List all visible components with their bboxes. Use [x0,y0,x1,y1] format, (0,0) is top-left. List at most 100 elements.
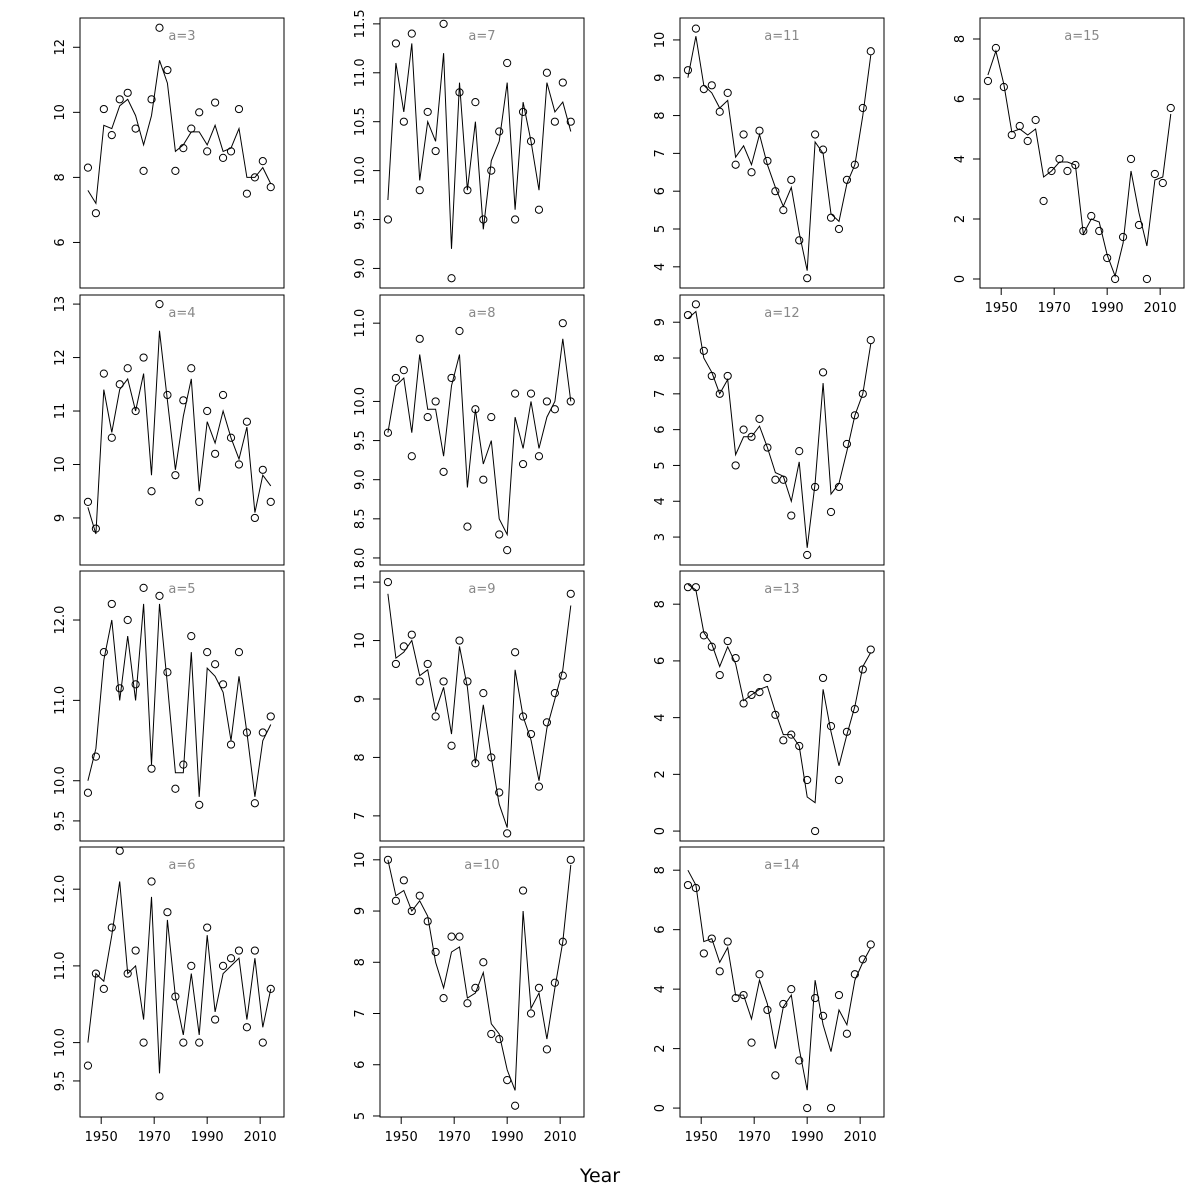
y-tick-label: 10.0 [53,766,68,795]
data-point [83,1061,93,1070]
plot-frame [79,294,285,566]
data-point [1126,154,1136,164]
data-point [234,104,244,114]
data-point [715,967,724,976]
y-tick-label: 11.5 [353,9,368,38]
data-point [850,970,859,979]
data-point [731,653,740,663]
y-tick-label: 7 [353,812,368,820]
data-point [179,144,188,153]
data-point [147,764,156,773]
y-tick-label: 8 [353,958,368,966]
data-point [383,855,393,864]
data-point [99,648,108,657]
data-point [195,800,204,809]
x-tick-label: 1970 [138,1130,171,1145]
data-point [787,985,796,994]
data-point [566,117,575,126]
data-point [226,740,236,749]
data-point [550,689,559,698]
data-point [715,389,724,398]
x-axis-title: Year [579,1165,620,1187]
data-point [511,1101,520,1110]
plot-frame [679,17,885,289]
data-point [391,373,400,383]
data-point [431,146,440,156]
data-point [826,722,836,731]
plot-frame [79,846,285,1118]
y-tick-label: 12 [53,39,68,56]
data-point [566,589,575,598]
fitted-line [987,49,1172,278]
x-tick-label: 1970 [438,1130,471,1145]
data-point [431,397,440,406]
data-point [803,1103,812,1113]
data-point [211,1015,220,1024]
data-point [850,411,859,420]
data-point [763,673,772,683]
data-point [171,166,180,175]
data-point [471,983,480,992]
data-point [858,389,867,398]
data-point [463,999,472,1008]
data-point [139,353,148,362]
data-point [518,712,528,721]
y-tick-label: 9 [353,907,368,915]
y-tick-label: 5 [653,461,668,469]
data-point [479,215,488,224]
fitted-line [687,583,872,804]
data-point [487,753,496,762]
y-tick-label: 11.0 [53,686,68,715]
data-point [707,934,716,943]
data-point [155,591,164,601]
data-point [226,433,236,442]
data-point [131,406,140,416]
data-point [495,530,504,539]
x-tick-label: 1950 [685,1130,718,1145]
data-point [226,954,236,963]
fitted-line [387,859,572,1091]
data-point [266,497,275,507]
data-point [407,906,416,916]
data-point [526,389,536,398]
data-point [423,659,432,669]
fitted-line [387,593,572,828]
data-point [1031,115,1040,125]
data-point [250,946,259,955]
y-tick-label: 10.5 [353,107,368,136]
data-point [534,205,544,214]
data-point [723,371,732,381]
data-point [107,599,116,609]
data-point [811,130,820,139]
y-tick-label: 4 [653,497,668,505]
y-tick-label: 0 [653,1104,668,1112]
data-point [526,729,536,739]
data-point [755,414,764,423]
data-point [211,98,220,107]
data-point [99,369,108,378]
data-point [526,137,536,146]
y-tick-label: 10 [653,32,668,49]
data-point [91,752,100,761]
data-point [731,461,740,470]
data-point [266,984,275,994]
data-point [1150,169,1159,179]
y-tick-label: 12 [53,349,68,366]
data-point [795,1056,804,1065]
y-tick-label: 6 [653,657,668,665]
y-tick-label: 12.0 [53,875,68,904]
data-point [258,157,267,166]
x-tick-label: 2010 [1144,301,1177,316]
data-point [147,877,156,886]
data-point [550,117,559,126]
data-point [518,886,528,895]
y-tick-label: 9 [653,74,668,82]
data-point [707,81,716,90]
x-tick-label: 2010 [844,1130,877,1145]
data-point [83,163,93,172]
data-point [399,366,408,375]
data-point [447,373,456,383]
data-point [147,95,156,104]
data-point [218,961,228,970]
data-point [423,412,432,422]
